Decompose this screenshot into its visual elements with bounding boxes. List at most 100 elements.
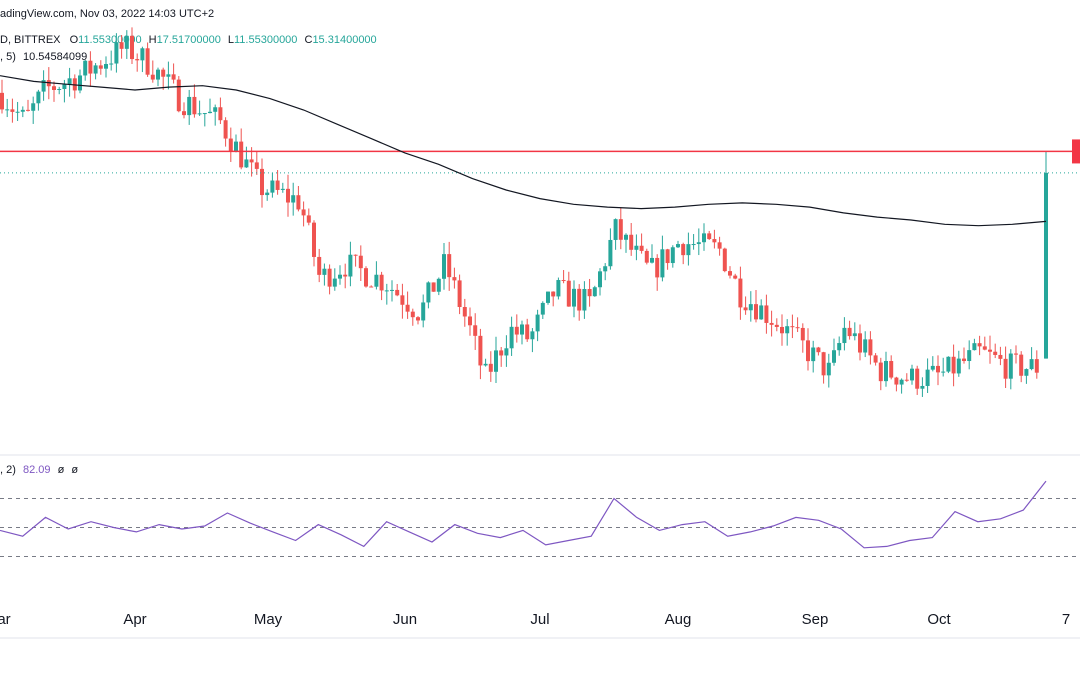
ma-label: , 5)	[0, 51, 16, 63]
candle-body	[769, 322, 774, 325]
close-label: C	[304, 34, 313, 46]
candle-body	[535, 314, 540, 332]
rsi-empty-1: ø	[57, 464, 65, 476]
candle-body	[993, 351, 998, 355]
candle-body	[618, 219, 623, 240]
candle-body	[234, 141, 238, 152]
candle-body	[182, 111, 186, 116]
candle-body	[88, 60, 93, 74]
candle-body	[951, 356, 956, 374]
candle-body	[889, 361, 894, 378]
candle-body	[910, 368, 914, 381]
lines-layer	[0, 75, 1080, 227]
candle-body	[696, 242, 701, 245]
month-label-Jul: Jul	[530, 611, 549, 628]
candle-body	[223, 120, 228, 139]
candle-body	[821, 352, 826, 376]
candle-body	[561, 280, 566, 282]
candle-body	[873, 355, 878, 363]
candle-body	[1024, 369, 1029, 376]
candle-body	[473, 325, 478, 336]
ma-legend: , 5) 10.54584099	[0, 51, 87, 63]
candle-body	[270, 180, 275, 193]
candle-body	[176, 79, 181, 112]
candle-body	[353, 254, 358, 256]
high-value: 17.51700000	[156, 34, 221, 46]
candle-body	[556, 280, 561, 297]
candle-body	[478, 335, 483, 366]
candle-body	[67, 78, 72, 85]
moving-average-line	[0, 75, 1047, 227]
candle-body	[379, 274, 384, 291]
candle-body	[436, 278, 441, 292]
candle-body	[197, 113, 202, 115]
candle-body	[400, 295, 405, 305]
candle-body	[603, 266, 608, 272]
candle-body	[31, 103, 36, 111]
high-label: H	[148, 34, 157, 46]
candle-body	[858, 333, 862, 353]
candle-body	[109, 63, 114, 65]
candle-body	[249, 159, 254, 163]
candle-body	[972, 343, 977, 351]
candle-body	[686, 244, 691, 256]
candle-body	[447, 254, 452, 278]
candle-body	[1008, 353, 1013, 379]
candle-body	[1019, 354, 1024, 376]
low-value: 11.55300000	[234, 34, 298, 46]
candle-body	[145, 48, 150, 75]
candle-body	[78, 75, 82, 91]
candle-body	[202, 113, 207, 115]
candle-body	[852, 333, 857, 337]
candle-body	[665, 249, 670, 264]
candle-body	[218, 107, 223, 121]
candle-body	[514, 326, 519, 335]
candle-body	[52, 86, 56, 90]
candle-body	[228, 138, 233, 152]
candle-body	[936, 365, 940, 373]
candle-body	[104, 63, 108, 69]
candle-body	[660, 249, 665, 278]
candle-body	[457, 280, 462, 308]
candle-body	[842, 327, 847, 344]
candle-body	[286, 188, 290, 203]
candle-body	[15, 111, 20, 113]
candle-body	[20, 109, 25, 112]
candle-body	[624, 234, 628, 240]
candle-body	[332, 278, 337, 287]
candle-body	[738, 278, 743, 308]
candle-body	[691, 244, 696, 246]
candle-body	[306, 215, 311, 223]
candle-body	[395, 289, 400, 296]
candle-body	[62, 84, 67, 89]
candle-body	[613, 219, 618, 240]
candle-body	[582, 288, 587, 311]
candle-body	[650, 257, 654, 263]
candle-body	[322, 268, 327, 275]
candle-body	[670, 247, 675, 264]
candle-body	[702, 233, 706, 243]
candle-body	[130, 35, 134, 60]
candle-body	[358, 255, 363, 269]
watermark-text: adingView.com, Nov 03, 2022 14:03 UTC+2	[0, 8, 215, 20]
candle-body	[390, 289, 394, 291]
candle-body	[816, 347, 821, 353]
rsi-legend: , 2) 82.09 ø ø	[0, 464, 78, 476]
candle-body	[260, 168, 264, 196]
candle-body	[338, 274, 342, 279]
candle-body	[946, 356, 951, 372]
candle-body	[213, 107, 218, 112]
month-label-Apr: Apr	[123, 611, 146, 628]
candle-body	[161, 69, 166, 77]
candle-body	[98, 65, 103, 69]
candle-body	[452, 277, 457, 281]
grid-layer	[0, 454, 1080, 639]
chart-watermark-header: adingView.com, Nov 03, 2022 14:03 UTC+2	[0, 8, 214, 20]
candle-body	[800, 327, 805, 341]
candle-body	[343, 274, 348, 277]
candle-body	[722, 248, 727, 272]
candle-body	[494, 350, 498, 372]
month-label-Sep: Sep	[802, 611, 829, 628]
candle-body	[707, 233, 712, 240]
